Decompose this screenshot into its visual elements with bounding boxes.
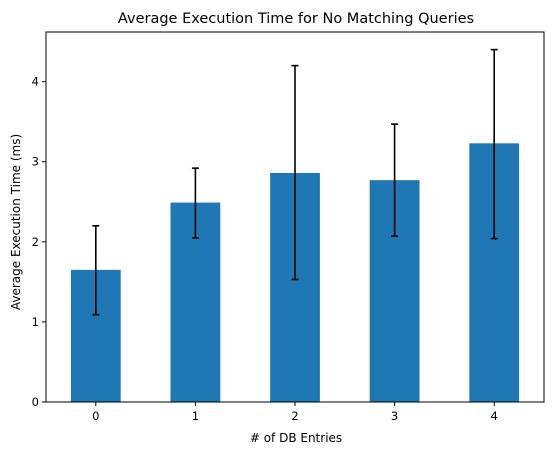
x-ticks: 0 1 2 3 4 xyxy=(92,402,498,423)
y-axis-label: Average Execution Time (ms) xyxy=(9,134,23,310)
error-bars-group xyxy=(92,50,497,315)
x-tick-label: 0 xyxy=(92,409,99,423)
y-tick-label: 1 xyxy=(32,315,39,329)
x-tick-label: 2 xyxy=(291,409,298,423)
x-axis-label: # of DB Entries xyxy=(250,431,342,445)
y-tick-label: 3 xyxy=(32,155,39,169)
y-tick-label: 4 xyxy=(32,75,39,89)
chart-title: Average Execution Time for No Matching Q… xyxy=(118,11,474,27)
y-ticks: 0 1 2 3 4 xyxy=(32,75,46,409)
x-tick-label: 4 xyxy=(491,409,498,423)
y-tick-label: 0 xyxy=(32,395,39,409)
x-tick-label: 1 xyxy=(192,409,199,423)
y-tick-label: 2 xyxy=(32,235,39,249)
x-tick-label: 3 xyxy=(391,409,398,423)
